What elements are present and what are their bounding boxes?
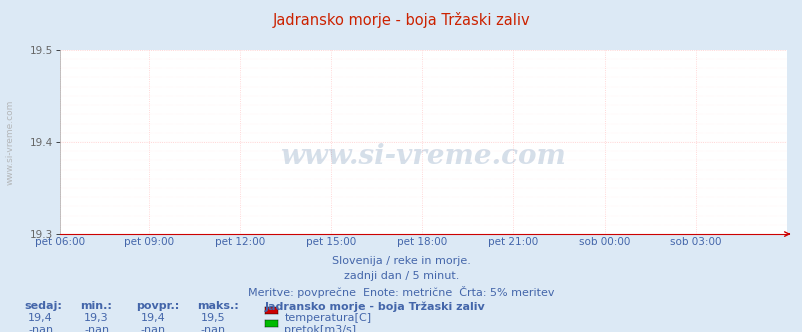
Text: povpr.:: povpr.: xyxy=(136,301,180,311)
Text: Jadransko morje - boja Tržaski zaliv: Jadransko morje - boja Tržaski zaliv xyxy=(273,12,529,28)
Text: min.:: min.: xyxy=(80,301,112,311)
Text: Jadransko morje - boja Tržaski zaliv: Jadransko morje - boja Tržaski zaliv xyxy=(265,301,485,312)
Text: Meritve: povprečne  Enote: metrične  Črta: 5% meritev: Meritve: povprečne Enote: metrične Črta:… xyxy=(248,286,554,297)
Text: sedaj:: sedaj: xyxy=(24,301,62,311)
Text: pretok[m3/s]: pretok[m3/s] xyxy=(284,325,356,332)
Text: 19,3: 19,3 xyxy=(84,313,109,323)
Text: www.si-vreme.com: www.si-vreme.com xyxy=(280,143,566,170)
Text: temperatura[C]: temperatura[C] xyxy=(284,313,371,323)
Text: -nan: -nan xyxy=(200,325,225,332)
Text: 19,4: 19,4 xyxy=(140,313,165,323)
Text: 19,5: 19,5 xyxy=(200,313,225,323)
Text: -nan: -nan xyxy=(140,325,165,332)
Text: zadnji dan / 5 minut.: zadnji dan / 5 minut. xyxy=(343,271,459,281)
Text: -nan: -nan xyxy=(28,325,53,332)
Text: maks.:: maks.: xyxy=(196,301,238,311)
Text: www.si-vreme.com: www.si-vreme.com xyxy=(5,100,14,186)
Text: -nan: -nan xyxy=(84,325,109,332)
Text: 19,4: 19,4 xyxy=(28,313,53,323)
Text: Slovenija / reke in morje.: Slovenija / reke in morje. xyxy=(332,256,470,266)
